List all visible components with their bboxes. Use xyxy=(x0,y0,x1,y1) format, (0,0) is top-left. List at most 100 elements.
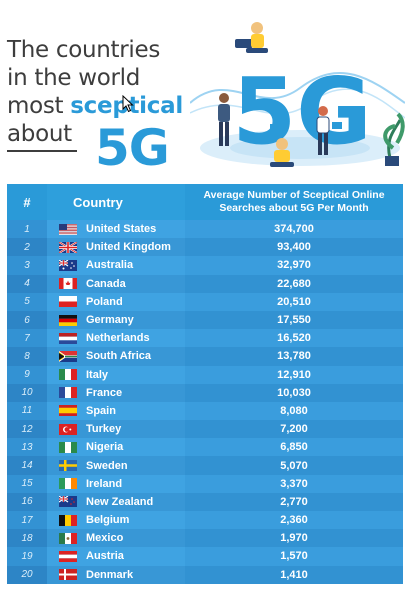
flag-au-icon xyxy=(59,259,77,271)
country-cell: France xyxy=(47,383,185,402)
country-name: Ireland xyxy=(86,477,123,490)
country-name: Austria xyxy=(86,550,124,563)
value-cell: 6,850 xyxy=(185,438,403,457)
country-cell: Turkey xyxy=(47,420,185,439)
title-line-3: most sceptical xyxy=(7,92,197,120)
title-line-4: about xyxy=(7,121,72,147)
table-row: 14 Sweden 5,070 xyxy=(7,456,403,475)
value-cell: 12,910 xyxy=(185,365,403,384)
value-cell: 2,770 xyxy=(185,492,403,511)
title-underline xyxy=(7,150,77,152)
country-cell: Spain xyxy=(47,401,185,421)
flag-tr-icon xyxy=(59,423,77,435)
flag-se-icon xyxy=(59,460,77,472)
country-cell: Germany xyxy=(47,310,185,330)
rank-cell: 9 xyxy=(7,365,47,384)
header-searches: Average Number of Sceptical Online Searc… xyxy=(203,189,385,214)
rank-cell: 4 xyxy=(7,274,47,293)
flag-fr-icon xyxy=(59,387,77,399)
flag-es-icon xyxy=(59,405,77,417)
country-name: Turkey xyxy=(86,423,122,436)
value-cell: 374,700 xyxy=(185,220,403,239)
value-cell: 13,780 xyxy=(185,347,403,366)
rank-cell: 19 xyxy=(7,547,47,566)
title-line-2: in the world xyxy=(7,65,141,91)
flag-mx-icon xyxy=(59,532,77,544)
country-name: New Zealand xyxy=(86,495,154,508)
table-row: 15 Ireland 3,370 xyxy=(7,474,403,493)
table-row: 16 New Zealand 2,770 xyxy=(7,492,403,511)
value-cell: 20,510 xyxy=(185,292,403,311)
table-row: 11 Spain 8,080 xyxy=(7,401,403,421)
country-cell: Denmark xyxy=(47,565,185,584)
rank-cell: 16 xyxy=(7,492,47,511)
country-cell: Italy xyxy=(47,365,185,384)
value-cell: 8,080 xyxy=(185,401,403,421)
table-row: 5 Poland 20,510 xyxy=(7,292,403,311)
title-line-3-prefix: most xyxy=(7,93,71,119)
country-cell: Belgium xyxy=(47,511,185,530)
country-name: France xyxy=(86,386,123,399)
country-cell: New Zealand xyxy=(47,492,185,511)
value-cell: 1,410 xyxy=(185,565,403,584)
value-cell: 1,570 xyxy=(185,547,403,566)
value-cell: 3,370 xyxy=(185,474,403,493)
flag-at-icon xyxy=(59,550,77,562)
table-row: 1 United States 374,700 xyxy=(7,220,403,239)
table-row: 18 Mexico 1,970 xyxy=(7,529,403,548)
5g-people-illustration: 5G xyxy=(190,22,405,167)
country-cell: United Kingdom xyxy=(47,238,185,257)
country-cell: South Africa xyxy=(47,347,185,366)
flag-it-icon xyxy=(59,369,77,381)
value-cell: 17,550 xyxy=(185,310,403,330)
flag-us-icon xyxy=(59,223,77,235)
country-name: Canada xyxy=(86,277,126,290)
table-row: 20 Denmark 1,410 xyxy=(7,565,403,584)
rank-cell: 10 xyxy=(7,383,47,402)
flag-be-icon xyxy=(59,514,77,526)
value-cell: 1,970 xyxy=(185,529,403,548)
flag-ng-icon xyxy=(59,441,77,453)
table-row: 2 United Kingdom 93,400 xyxy=(7,238,403,257)
value-cell: 22,680 xyxy=(185,274,403,293)
rank-cell: 15 xyxy=(7,474,47,493)
country-name: United States xyxy=(86,223,157,236)
flag-uk-icon xyxy=(59,241,77,253)
table-row: 13 Nigeria 6,850 xyxy=(7,438,403,457)
rank-cell: 1 xyxy=(7,220,47,239)
value-cell: 16,520 xyxy=(185,329,403,348)
flag-de-icon xyxy=(59,314,77,326)
value-cell: 32,970 xyxy=(185,256,403,275)
rank-cell: 18 xyxy=(7,529,47,548)
rank-cell: 12 xyxy=(7,420,47,439)
table-row: 6 Germany 17,550 xyxy=(7,310,403,330)
value-cell: 7,200 xyxy=(185,420,403,439)
country-name: Australia xyxy=(86,259,134,272)
value-cell: 93,400 xyxy=(185,238,403,257)
country-name: Mexico xyxy=(86,532,124,545)
country-name: Germany xyxy=(86,314,134,327)
rank-cell: 6 xyxy=(7,310,47,330)
country-cell: Canada xyxy=(47,274,185,293)
country-name: Poland xyxy=(86,295,123,308)
flag-dk-icon xyxy=(59,569,77,581)
value-cell: 10,030 xyxy=(185,383,403,402)
table-row: 3 Australia 32,970 xyxy=(7,256,403,275)
country-name: South Africa xyxy=(86,350,151,363)
country-cell: Sweden xyxy=(47,456,185,475)
table-row: 8 South Africa 13,780 xyxy=(7,347,403,366)
title-5g: 5G xyxy=(95,119,170,177)
country-cell: Poland xyxy=(47,292,185,311)
country-name: Nigeria xyxy=(86,441,124,454)
country-name: Italy xyxy=(86,368,109,381)
rank-cell: 8 xyxy=(7,347,47,366)
table-row: 17 Belgium 2,360 xyxy=(7,511,403,530)
value-cell: 5,070 xyxy=(185,456,403,475)
country-name: Belgium xyxy=(86,514,130,527)
table-row: 7 Netherlands 16,520 xyxy=(7,329,403,348)
country-cell: Australia xyxy=(47,256,185,275)
country-name: Spain xyxy=(86,404,116,417)
country-name: Sweden xyxy=(86,459,128,472)
country-cell: Austria xyxy=(47,547,185,566)
ranking-table: # Country Average Number of Sceptical On… xyxy=(7,184,403,584)
